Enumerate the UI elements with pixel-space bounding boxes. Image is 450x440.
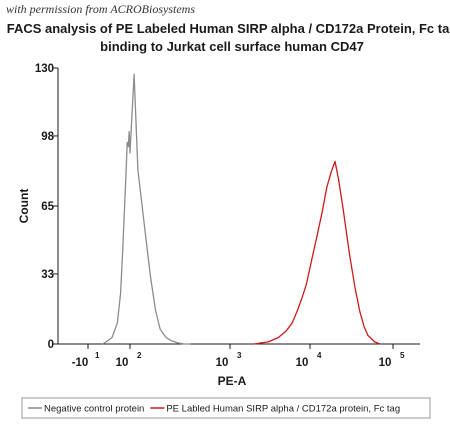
legend-label-2: PE Labled Human SIRP alpha / CD172a prot… — [166, 404, 400, 415]
y-tick-label: 33 — [41, 269, 54, 281]
x-ticks: -10 1 10 2 10 3 10 4 10 5 — [72, 344, 405, 369]
x-axis-label: PE-A — [218, 374, 247, 388]
x-tick-label: 10 — [379, 357, 392, 369]
legend: Negative control protein PE Labled Human … — [28, 404, 400, 415]
y-tick-label: 98 — [41, 131, 54, 143]
x-tick-label: 10 — [296, 357, 309, 369]
y-axis-label: Count — [17, 189, 31, 224]
y-tick-label: 130 — [35, 63, 54, 75]
x-tick-exponent: 2 — [137, 351, 142, 360]
x-tick-label: -10 — [72, 357, 89, 369]
x-tick-exponent: 4 — [317, 351, 322, 360]
y-tick-label: 0 — [48, 339, 54, 351]
x-tick-exponent: 5 — [400, 351, 405, 360]
legend-box — [21, 397, 431, 419]
legend-label-1: Negative control protein — [44, 404, 144, 415]
plot-area: 0 33 65 98 130 -10 1 10 2 10 3 10 4 10 5 — [35, 63, 420, 369]
y-tick-label: 65 — [41, 201, 54, 213]
chart-title-line1: FACS analysis of PE Labeled Human SIRP a… — [7, 21, 450, 36]
y-ticks: 0 33 65 98 130 — [35, 63, 58, 351]
x-tick-label: 10 — [116, 357, 129, 369]
watermark-text: with permission from ACROBiosystems — [6, 2, 195, 16]
chart-title-line2: binding to Jurkat cell surface human CD4… — [100, 39, 364, 54]
x-tick-exponent: 3 — [237, 351, 242, 360]
x-tick-label: 10 — [216, 357, 229, 369]
x-tick-exponent: 1 — [95, 351, 100, 360]
series-lines — [102, 73, 381, 345]
series-line-1 — [102, 73, 191, 345]
series-line-2 — [254, 160, 381, 345]
